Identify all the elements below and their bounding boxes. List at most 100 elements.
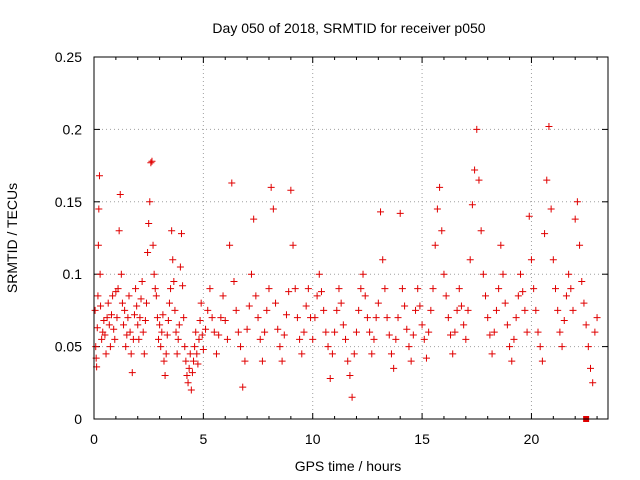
data-point: [152, 292, 160, 300]
data-point: [366, 328, 374, 336]
data-point: [331, 328, 339, 336]
data-point: [304, 285, 312, 293]
data-point: [440, 270, 448, 278]
data-point: [144, 248, 152, 256]
data-point: [116, 191, 124, 199]
data-point: [545, 123, 553, 131]
data-point: [523, 328, 531, 336]
x-tick-label: 15: [414, 431, 430, 447]
data-point: [547, 205, 555, 213]
data-point: [237, 343, 245, 351]
data-point: [324, 343, 332, 351]
data-point: [170, 277, 178, 285]
data-point: [429, 285, 437, 293]
data-point: [285, 288, 293, 296]
data-point: [549, 256, 557, 264]
data-point: [385, 331, 393, 339]
data-point: [230, 277, 238, 285]
data-point: [234, 328, 242, 336]
data-point: [136, 314, 144, 322]
data-point: [278, 357, 286, 365]
data-point: [219, 292, 227, 300]
data-point: [155, 335, 163, 343]
data-point: [291, 285, 299, 293]
data-point: [101, 331, 109, 339]
data-point: [276, 343, 284, 351]
data-point: [183, 372, 191, 380]
data-point: [431, 241, 439, 249]
data-point: [92, 343, 100, 351]
data-point: [536, 343, 544, 351]
data-point: [438, 227, 446, 235]
data-point: [141, 317, 149, 325]
data-point: [514, 292, 522, 300]
data-point: [497, 241, 505, 249]
data-point: [171, 306, 179, 314]
data-point: [127, 350, 135, 358]
data-point: [405, 343, 413, 351]
data-point: [433, 205, 441, 213]
data-point: [339, 321, 347, 329]
data-point: [206, 285, 214, 293]
data-point: [134, 321, 142, 329]
data-point: [409, 331, 417, 339]
data-point: [381, 285, 389, 293]
data-point: [103, 314, 111, 322]
data-point: [147, 159, 155, 167]
data-point: [239, 383, 247, 391]
data-point: [530, 285, 538, 293]
y-tick-label: 0.2: [63, 121, 83, 137]
data-point: [527, 256, 535, 264]
data-point: [287, 186, 295, 194]
data-points: [91, 123, 601, 422]
data-point: [567, 285, 575, 293]
data-point: [100, 317, 108, 325]
data-point: [97, 302, 105, 310]
data-point: [326, 374, 334, 382]
data-point: [182, 357, 190, 365]
data-point: [468, 201, 476, 209]
data-point: [357, 285, 365, 293]
data-point: [490, 328, 498, 336]
data-point: [187, 386, 195, 394]
data-point: [160, 357, 168, 365]
data-point: [228, 179, 236, 187]
data-point: [348, 393, 356, 401]
data-point: [486, 331, 494, 339]
data-point: [453, 306, 461, 314]
x-axis-label: GPS time / hours: [295, 458, 402, 474]
data-point: [342, 335, 350, 343]
data-point: [451, 328, 459, 336]
data-point: [573, 198, 581, 206]
data-point: [221, 317, 229, 325]
data-point: [180, 314, 188, 322]
data-point: [344, 357, 352, 365]
data-point: [94, 292, 102, 300]
data-point: [482, 292, 490, 300]
data-point: [587, 364, 595, 372]
data-point: [202, 325, 210, 333]
data-point: [578, 277, 586, 285]
data-point: [525, 212, 533, 220]
data-point: [96, 270, 104, 278]
data-point: [455, 285, 463, 293]
data-point: [188, 369, 196, 377]
data-point: [464, 306, 472, 314]
x-tick-label: 5: [199, 431, 207, 447]
data-point: [208, 314, 216, 322]
data-point: [361, 292, 369, 300]
data-point: [322, 328, 330, 336]
data-point: [372, 314, 380, 322]
data-point: [352, 328, 360, 336]
y-tick-label: 0.25: [55, 49, 82, 65]
data-point: [462, 335, 470, 343]
data-point: [390, 364, 398, 372]
data-point: [407, 357, 415, 365]
axis-ticks: 0 0.05 0.1 0.15 0.2 0.25 0 5 10 15 20: [55, 49, 608, 447]
data-point: [130, 311, 138, 319]
data-point: [212, 350, 220, 358]
data-point: [145, 220, 153, 228]
data-point: [436, 183, 444, 191]
data-point: [501, 299, 509, 307]
x-tick-label: 20: [524, 431, 540, 447]
